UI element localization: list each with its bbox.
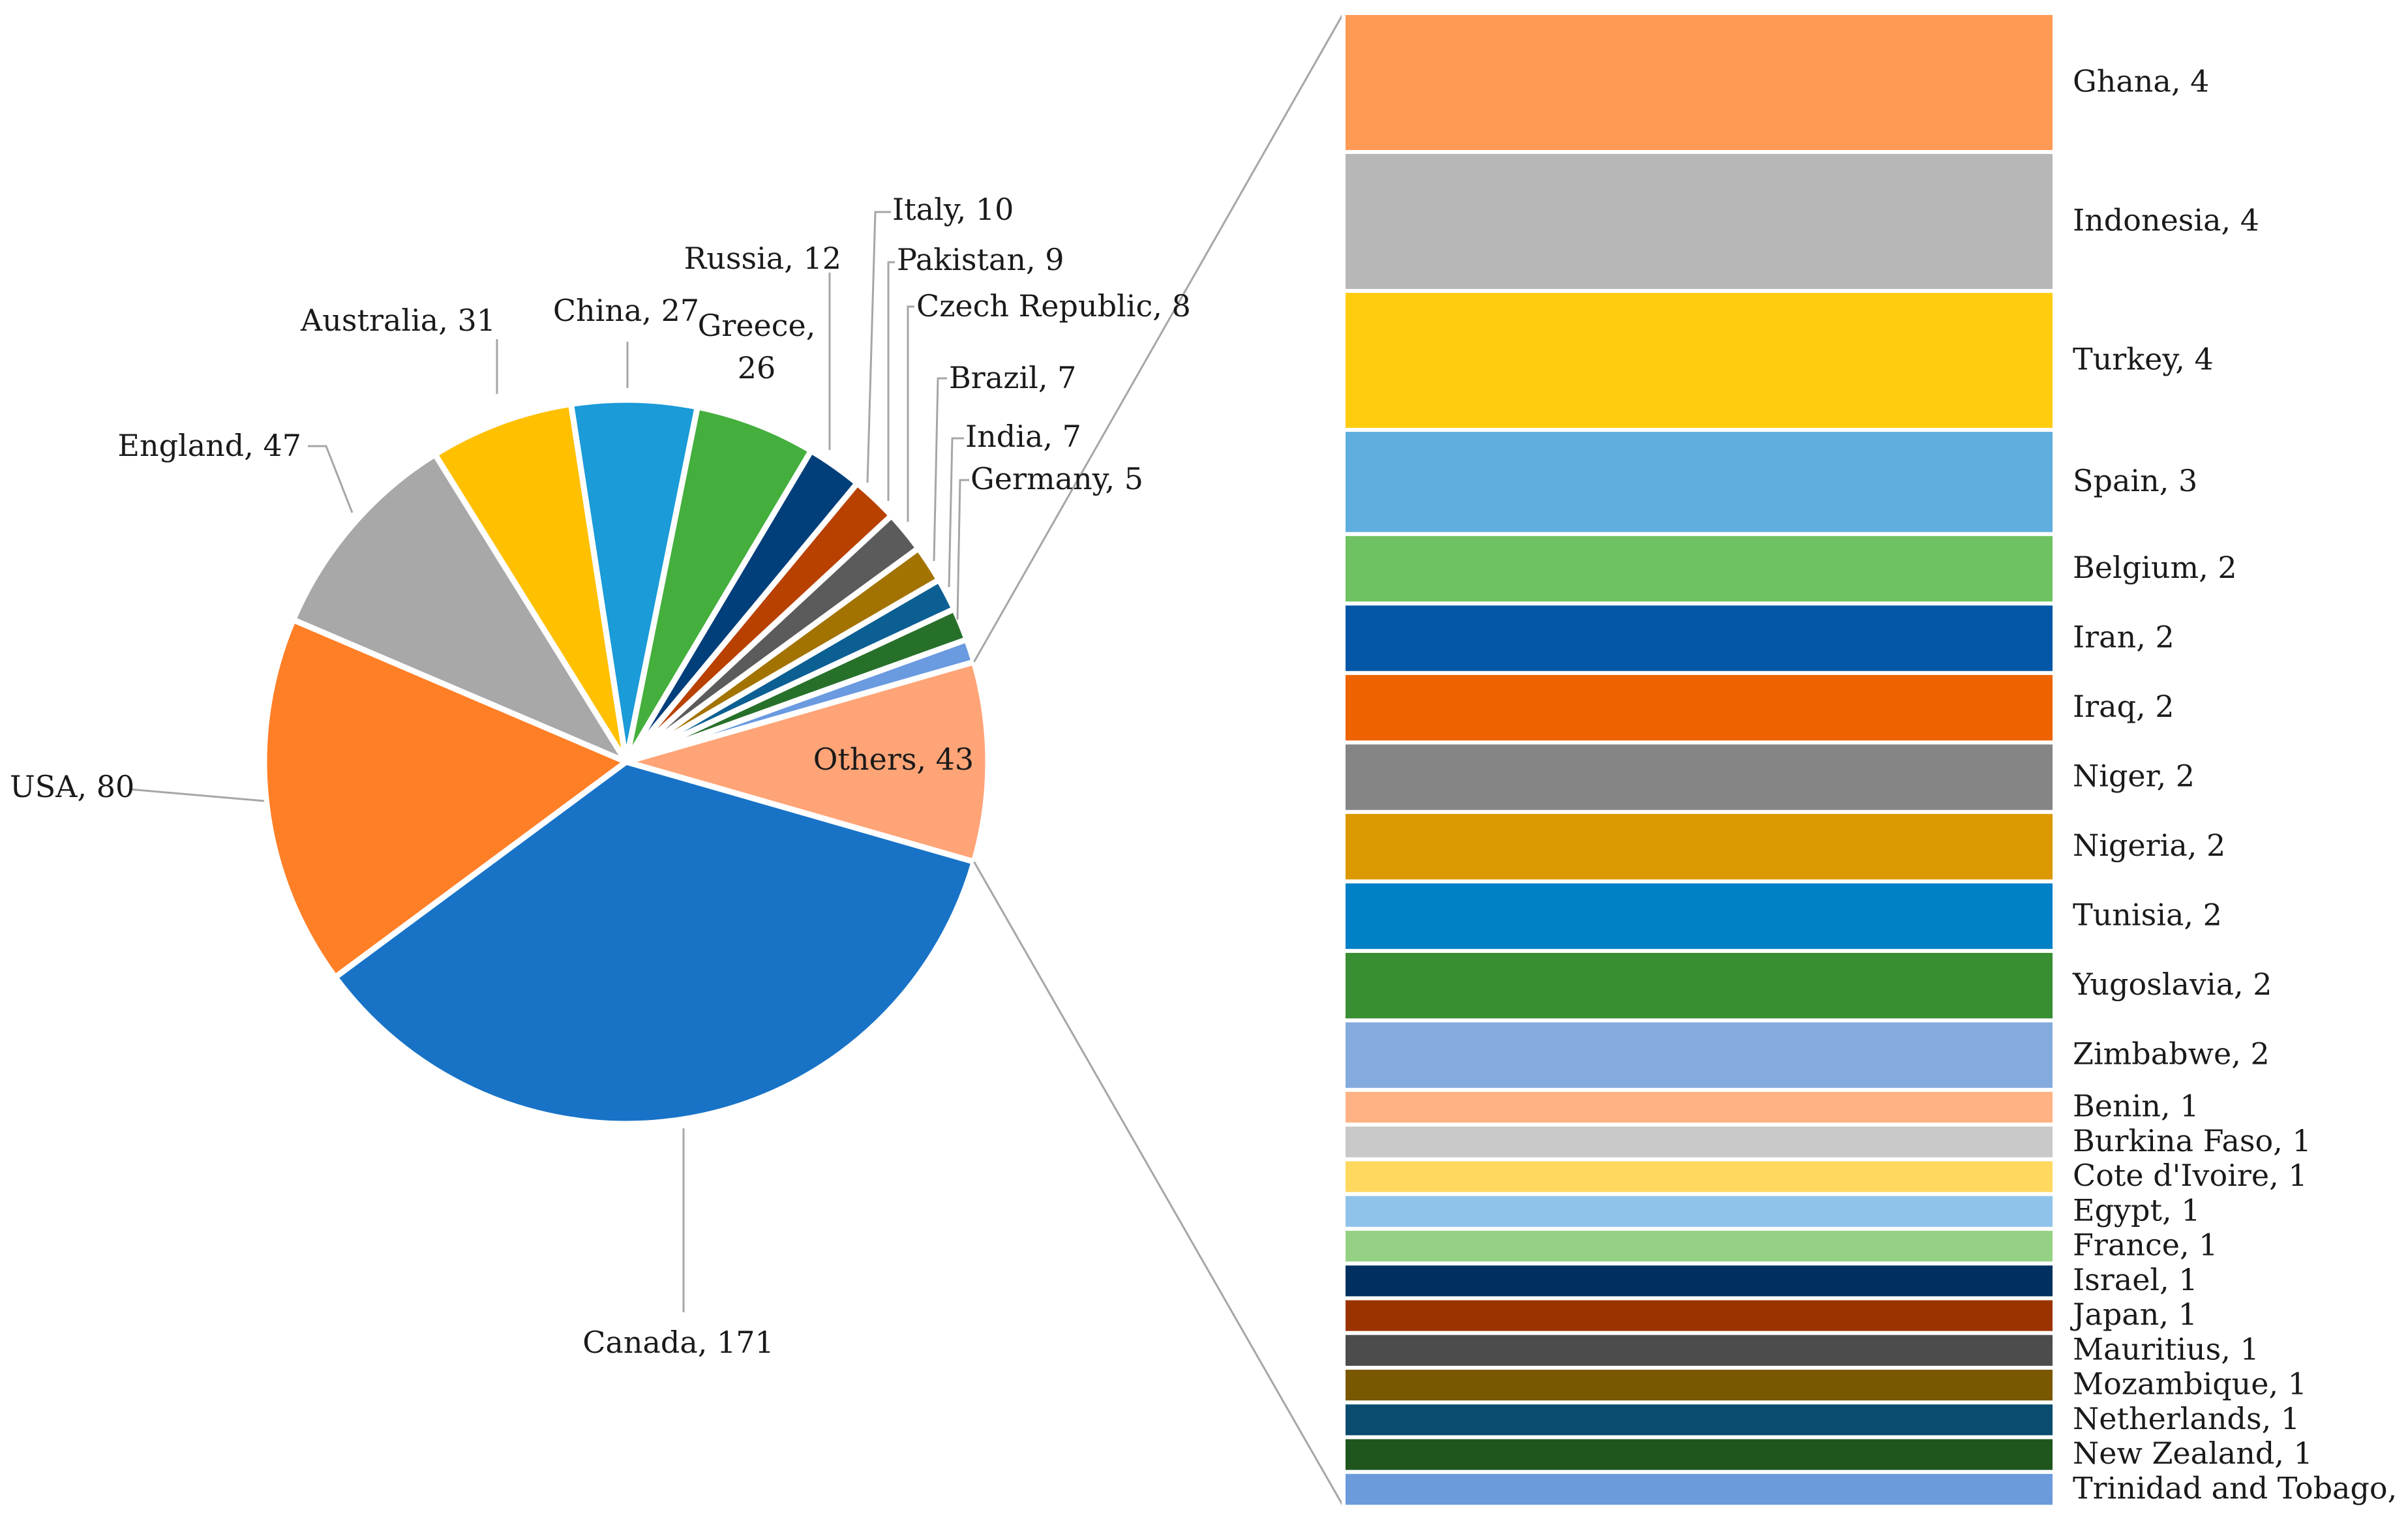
bar-segment-zimbabwe xyxy=(1342,1018,2056,1092)
data-label-england: England, 47 xyxy=(117,428,301,463)
bar-segment-cote-d-ivoire xyxy=(1342,1157,2056,1196)
bar-label-belgium: Belgium, 2 xyxy=(2073,550,2237,585)
bar-segment-niger xyxy=(1342,740,2056,814)
bar-label-israel: Israel, 1 xyxy=(2073,1262,2198,1297)
others-breakdown-bar xyxy=(1342,11,2056,1509)
bar-label-spain: Spain, 3 xyxy=(2073,463,2197,498)
bar-label-netherlands: Netherlands, 1 xyxy=(2073,1401,2300,1436)
bar-label-turkey: Turkey, 4 xyxy=(2073,342,2214,377)
data-label-italy: Italy, 10 xyxy=(892,192,1014,227)
pie-slice-england xyxy=(290,451,629,765)
bar-label-trinidad-and-tobago: Trinidad and Tobago, 1 xyxy=(2073,1470,2408,1505)
bar-segment-new-zealand xyxy=(1342,1435,2056,1474)
data-label-australia: Australia, 31 xyxy=(300,303,496,338)
bar-segment-mozambique xyxy=(1342,1365,2056,1405)
bar-label-france: France, 1 xyxy=(2073,1228,2218,1263)
data-label-canada: Canada, 171 xyxy=(582,1325,774,1360)
bar-segment-yugoslavia xyxy=(1342,948,2056,1023)
bar-segment-egypt xyxy=(1342,1192,2056,1231)
bar-label-new-zealand: New Zealand, 1 xyxy=(2073,1436,2313,1471)
bar-label-indonesia: Indonesia, 4 xyxy=(2073,203,2259,238)
bar-segment-japan xyxy=(1342,1296,2056,1335)
bar-segment-trinidad-and-tobago xyxy=(1342,1470,2056,1509)
connector-line-top xyxy=(973,12,1345,663)
bar-label-niger: Niger, 2 xyxy=(2073,759,2195,794)
data-labels: Others, 43 Canada, 171 USA, 80 England, 47 A… xyxy=(10,64,2408,1506)
data-label-india: India, 7 xyxy=(965,419,1081,454)
data-label-others: Others, 43 xyxy=(813,742,974,777)
data-label-usa: USA, 80 xyxy=(10,769,134,804)
bar-label-ghana: Ghana, 4 xyxy=(2073,64,2209,99)
bar-segment-spain xyxy=(1342,428,2056,536)
bar-label-benin: Benin, 1 xyxy=(2073,1089,2199,1124)
data-label-brazil: Brazil, 7 xyxy=(949,360,1076,395)
data-label-greece: Greece, 26 xyxy=(698,308,816,385)
bar-segment-belgium xyxy=(1342,532,2056,606)
bar-label-mozambique: Mozambique, 1 xyxy=(2073,1366,2307,1402)
pie-slice-others xyxy=(623,659,991,865)
bar-label-yugoslavia: Yugoslavia, 2 xyxy=(2072,967,2272,1002)
bar-segment-ghana xyxy=(1342,11,2056,155)
bar-segment-indonesia xyxy=(1342,150,2056,294)
bar-label-egypt: Egypt, 1 xyxy=(2073,1192,2200,1228)
bar-segment-france xyxy=(1342,1226,2056,1266)
pie xyxy=(261,397,991,1127)
bar-label-cote-d-ivoire: Cote d'Ivoire, 1 xyxy=(2073,1158,2308,1193)
bar-segment-nigeria xyxy=(1342,809,2056,884)
leader-line-brazil xyxy=(933,377,947,562)
bar-segment-turkey xyxy=(1342,289,2056,432)
bar-label-tunisia: Tunisia, 2 xyxy=(2073,897,2222,933)
data-label-czech-republic: Czech Republic, 8 xyxy=(916,288,1191,324)
leader-line-italy xyxy=(866,211,891,483)
pie-slice-canada xyxy=(332,759,977,1127)
bar-segment-mauritius xyxy=(1342,1331,2056,1370)
bar-segment-burkina-faso xyxy=(1342,1123,2056,1162)
pie-to-bar-connectors xyxy=(973,12,1345,1507)
leader-line-czech-republic xyxy=(907,305,914,522)
bar-segment-benin xyxy=(1342,1087,2056,1127)
bar-segment-israel xyxy=(1342,1261,2056,1301)
connector-line-bottom xyxy=(973,861,1345,1507)
bar-label-iran: Iran, 2 xyxy=(2073,620,2175,655)
leader-line-pakistan xyxy=(887,261,895,501)
bar-label-mauritius: Mauritius, 1 xyxy=(2073,1331,2259,1366)
bar-label-japan: Japan, 1 xyxy=(2070,1297,2197,1332)
bar-label-burkina-faso: Burkina Faso, 1 xyxy=(2073,1123,2311,1158)
bar-segment-iran xyxy=(1342,601,2056,675)
bar-label-nigeria: Nigeria, 2 xyxy=(2073,828,2225,863)
data-label-pakistan: Pakistan, 9 xyxy=(897,242,1064,277)
bar-label-zimbabwe: Zimbabwe, 2 xyxy=(2073,1036,2270,1072)
leader-line-usa xyxy=(128,788,265,802)
leader-line-germany xyxy=(956,479,969,620)
data-label-russia: Russia, 12 xyxy=(684,241,841,276)
bar-label-iraq: Iraq, 2 xyxy=(2073,689,2175,724)
bar-segment-tunisia xyxy=(1342,879,2056,953)
pie-slice-usa xyxy=(261,616,629,980)
data-label-germany: Germany, 5 xyxy=(971,461,1143,496)
bar-segment-netherlands xyxy=(1342,1400,2056,1440)
data-label-china: China, 27 xyxy=(553,293,699,328)
pie-slice-australia xyxy=(432,400,629,765)
leader-line-england xyxy=(308,445,354,513)
pie-slice-china xyxy=(568,397,700,765)
pie-slice-greece xyxy=(623,404,815,765)
leader-line-india xyxy=(948,437,964,588)
bar-segment-iraq xyxy=(1342,671,2056,745)
